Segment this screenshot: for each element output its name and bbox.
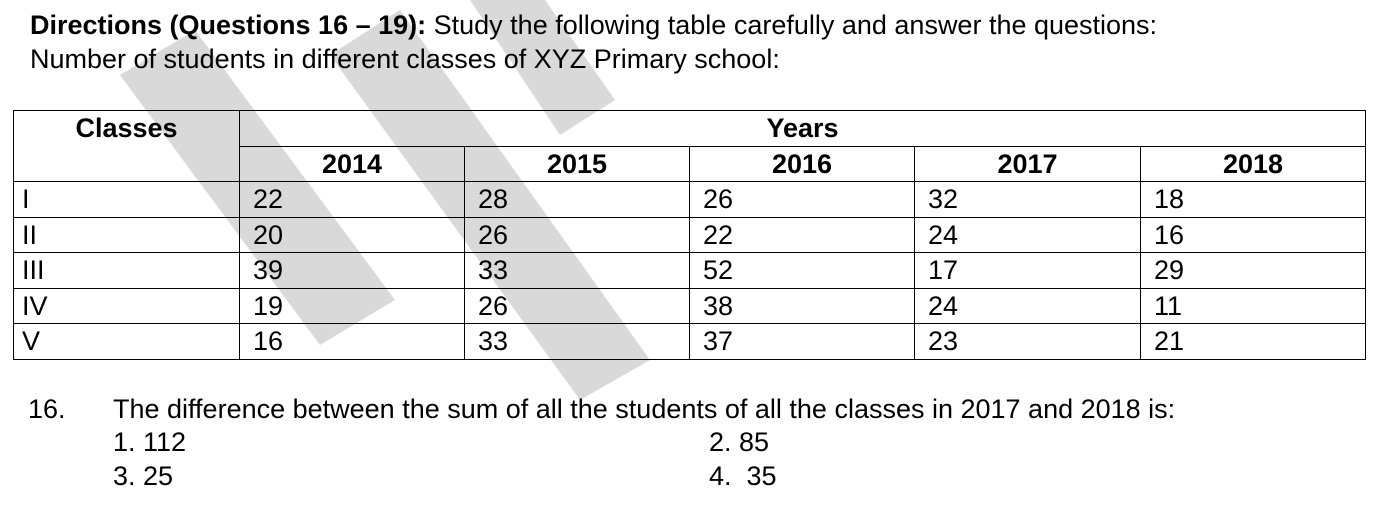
value-cell: 22 (239, 181, 465, 218)
value-cell: 20 (239, 216, 465, 253)
value-cell: 26 (464, 216, 690, 253)
class-cell: IV (13, 287, 240, 324)
directions-label: Directions (Questions 16 – 19): (30, 10, 427, 40)
table-caption: Number of students in different classes … (30, 44, 780, 74)
classes-header: Classes (13, 110, 240, 182)
value-cell: 32 (914, 181, 1141, 218)
value-cell: 28 (464, 181, 690, 218)
value-cell: 22 (689, 216, 915, 253)
year-header: 2015 (464, 145, 690, 182)
value-cell: 26 (464, 287, 690, 324)
value-cell: 38 (689, 287, 915, 324)
value-cell: 16 (239, 323, 465, 360)
value-cell: 24 (914, 216, 1141, 253)
table-row: IV 19 26 38 24 11 (13, 287, 1367, 324)
class-cell: V (13, 323, 240, 360)
answer-option[interactable]: 2. 85 (709, 427, 770, 457)
value-cell: 17 (914, 252, 1141, 289)
value-cell: 26 (689, 181, 915, 218)
year-header: 2018 (1139, 145, 1367, 182)
class-cell: I (13, 181, 240, 218)
value-cell: 21 (1139, 323, 1367, 360)
value-cell: 23 (914, 323, 1141, 360)
value-cell: 29 (1139, 252, 1367, 289)
value-cell: 16 (1139, 216, 1367, 253)
year-header: 2017 (914, 145, 1141, 182)
value-cell: 52 (689, 252, 915, 289)
years-header: Years (238, 110, 1367, 147)
students-table: Classes Years 2014 2015 2016 2017 2018 I… (13, 110, 1367, 360)
question-number: 16. (28, 394, 66, 424)
directions-text: Study the following table carefully and … (426, 10, 1158, 40)
table-row: I 22 28 26 32 18 (13, 181, 1367, 218)
value-cell: 18 (1139, 181, 1367, 218)
value-cell: 11 (1139, 287, 1367, 324)
value-cell: 37 (689, 323, 915, 360)
class-cell: III (13, 252, 240, 289)
answer-option[interactable]: 1. 112 (113, 427, 187, 457)
answer-option[interactable]: 3. 25 (113, 461, 174, 491)
year-header: 2014 (239, 145, 465, 182)
value-cell: 19 (239, 287, 465, 324)
table-header-row: Classes Years (13, 110, 1367, 182)
value-cell: 39 (239, 252, 465, 289)
table-row: III 39 33 52 17 29 (13, 252, 1367, 289)
directions-heading: Directions (Questions 16 – 19): Study th… (30, 8, 1157, 76)
class-cell: II (13, 216, 240, 253)
value-cell: 24 (914, 287, 1141, 324)
year-header: 2016 (689, 145, 915, 182)
table-row: V 16 33 37 23 21 (13, 323, 1367, 360)
question-text: The difference between the sum of all th… (113, 394, 1176, 424)
value-cell: 33 (464, 323, 690, 360)
value-cell: 33 (464, 252, 690, 289)
table-row: II 20 26 22 24 16 (13, 216, 1367, 253)
answer-option[interactable]: 4. 35 (709, 461, 777, 491)
